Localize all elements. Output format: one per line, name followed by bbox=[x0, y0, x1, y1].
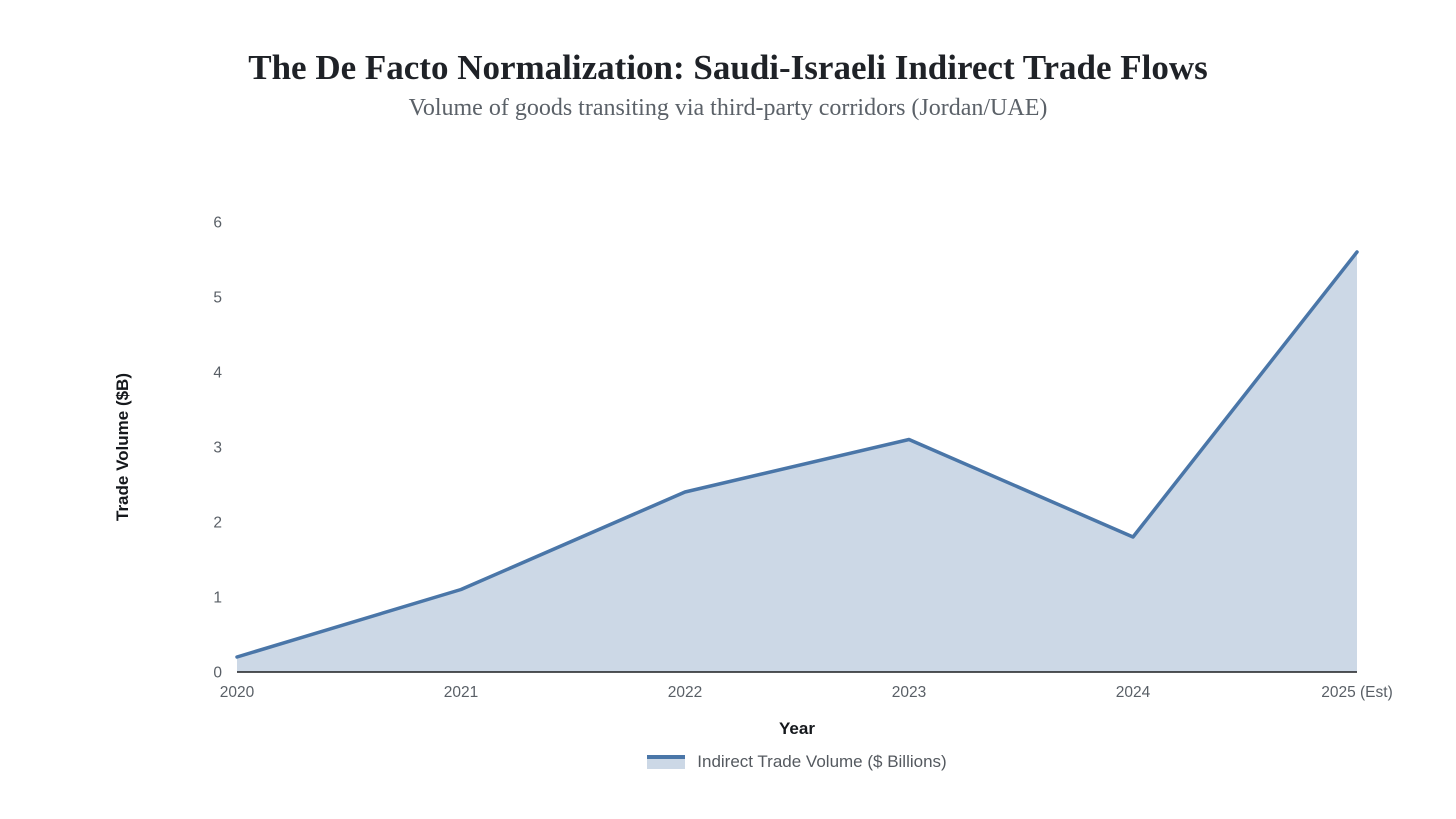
x-tick-label: 2021 bbox=[444, 684, 478, 701]
y-tick-label: 4 bbox=[213, 365, 222, 382]
x-tick-label: 2025 (Est) bbox=[1321, 684, 1393, 701]
series-line bbox=[235, 250, 1359, 659]
y-tick-label: 6 bbox=[213, 215, 222, 232]
x-tick-label: 2020 bbox=[220, 684, 255, 701]
legend-label: Indirect Trade Volume ($ Billions) bbox=[697, 752, 947, 771]
chart-title: The De Facto Normalization: Saudi-Israel… bbox=[248, 48, 1208, 87]
legend-swatch bbox=[647, 755, 686, 769]
y-axis-title: Trade Volume ($B) bbox=[113, 373, 132, 521]
series-area-fill bbox=[237, 252, 1357, 672]
legend: Indirect Trade Volume ($ Billions) bbox=[237, 752, 1357, 772]
x-tick-label: 2023 bbox=[892, 684, 926, 701]
chart-subtitle: Volume of goods transiting via third-par… bbox=[408, 95, 1048, 121]
y-tick-label: 0 bbox=[213, 665, 222, 682]
x-tick-label: 2024 bbox=[1116, 684, 1151, 701]
y-tick-label: 5 bbox=[213, 290, 222, 307]
x-tick-label: 2022 bbox=[668, 684, 702, 701]
y-tick-label: 3 bbox=[213, 440, 222, 457]
y-tick-label: 1 bbox=[213, 590, 222, 607]
x-axis-title: Year bbox=[779, 719, 815, 738]
y-tick-label: 2 bbox=[213, 515, 222, 532]
